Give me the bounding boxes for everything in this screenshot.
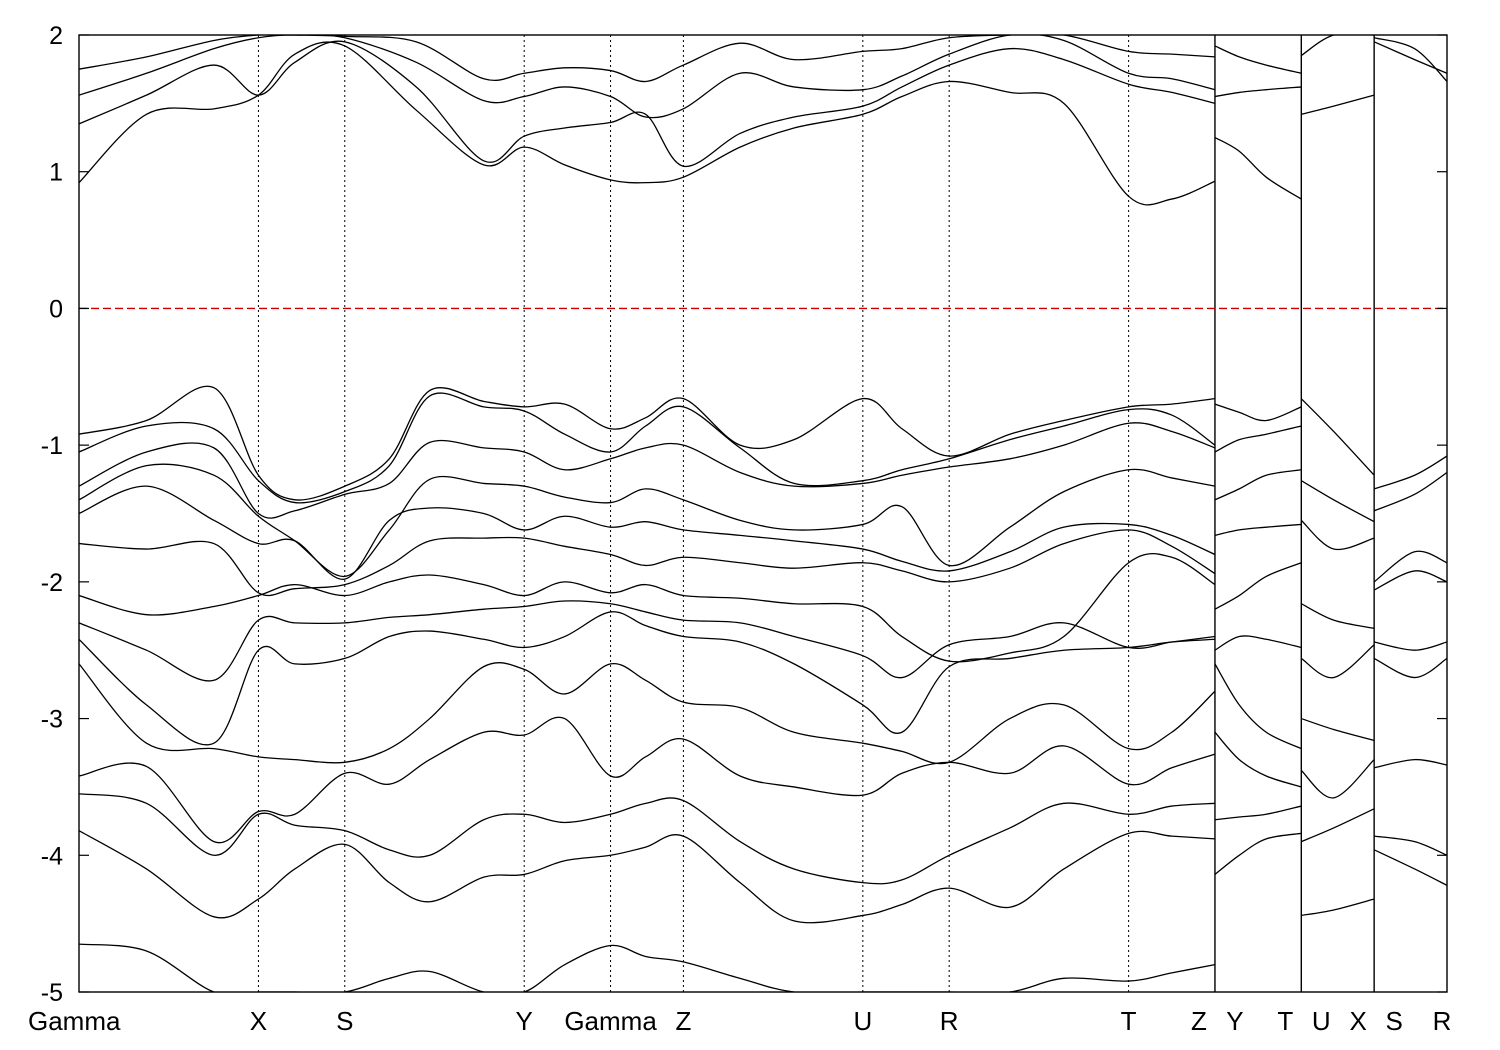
band-line-18 — [79, 600, 1216, 682]
band-line-9 — [1373, 37, 1447, 82]
y-tick-label: 2 — [49, 22, 63, 50]
band-line-50 — [1374, 758, 1447, 769]
band-line-16 — [79, 529, 1216, 597]
band-line-52 — [1373, 849, 1447, 886]
band-line-41 — [1300, 759, 1375, 799]
y-tick-label: -2 — [41, 569, 63, 597]
band-line-10 — [1373, 41, 1447, 74]
band-line-17 — [79, 553, 1216, 663]
kpoint-label: Y — [516, 1006, 533, 1036]
band-line-14 — [79, 463, 1216, 578]
kpoint-label: T — [1121, 1006, 1137, 1036]
band-line-43 — [1301, 898, 1375, 917]
band-line-39 — [1300, 644, 1375, 679]
band-line-23 — [79, 830, 1215, 924]
x-axis: Gamma X S Y Gamma Z U R T Z Y T U X S R — [28, 1006, 1451, 1036]
band-line-0 — [79, 41, 1216, 206]
kpoint-label: X — [250, 1006, 267, 1036]
kpoint-label: Y — [1226, 1006, 1243, 1036]
kpoint-label: R — [940, 1006, 959, 1036]
band-line-12 — [79, 392, 1216, 504]
kpath-lines — [257, 35, 1375, 992]
band-line-3 — [79, 35, 1215, 83]
band-line-38 — [1301, 603, 1375, 629]
kpoint-label: X — [1349, 1006, 1366, 1036]
kpoint-label: R — [1433, 1006, 1452, 1036]
band-line-1 — [79, 40, 1216, 167]
band-line-22 — [79, 793, 1215, 885]
kpoint-label: Z — [1191, 1006, 1207, 1036]
band-line-13 — [79, 422, 1216, 519]
band-line-34 — [1214, 832, 1302, 875]
kpoint-label: U — [853, 1006, 872, 1036]
kpoint-label: U — [1312, 1006, 1331, 1036]
kpoint-label: T — [1277, 1006, 1293, 1036]
band-line-42 — [1301, 808, 1375, 843]
kpoint-label: Gamma — [564, 1006, 657, 1036]
kpoint-label: Z — [675, 1006, 691, 1036]
band-line-26 — [1214, 425, 1302, 453]
kpoint-label: Gamma — [28, 1006, 121, 1036]
band-line-15 — [79, 485, 1216, 580]
band-line-45 — [1373, 471, 1447, 512]
y-tick-label: -4 — [41, 842, 63, 870]
band-line-49 — [1373, 657, 1447, 679]
y-tick-label: -5 — [41, 979, 63, 1007]
band-line-30 — [1214, 635, 1302, 651]
band-line-27 — [1214, 469, 1302, 501]
band-line-44 — [1373, 455, 1447, 490]
band-line-35 — [1300, 398, 1375, 476]
band-line-37 — [1300, 519, 1375, 551]
band-line-33 — [1214, 805, 1302, 821]
band-line-29 — [1214, 562, 1302, 610]
band-line-11 — [79, 385, 1216, 501]
band-line-2 — [79, 35, 1216, 119]
y-tick-label: 0 — [49, 295, 63, 323]
band-line-7 — [1301, 94, 1375, 115]
band-line-20 — [79, 662, 1216, 765]
band-line-51 — [1374, 835, 1447, 856]
band-line-31 — [1214, 663, 1302, 750]
band-line-21 — [79, 716, 1216, 844]
kpoint-label: S — [336, 1006, 353, 1036]
band-line-32 — [1214, 731, 1302, 788]
y-tick-label: 1 — [49, 159, 63, 187]
band-line-40 — [1301, 717, 1375, 742]
band-line-36 — [1300, 480, 1375, 523]
band-line-5 — [1214, 86, 1302, 98]
band-line-46 — [1373, 550, 1447, 583]
band-line-28 — [1214, 523, 1302, 537]
plot-frame — [78, 34, 1448, 993]
band-line-47 — [1373, 570, 1447, 591]
y-axis: 2 1 0 -1 -2 -3 -4 -5 — [41, 22, 1447, 1007]
y-tick-label: -1 — [41, 432, 63, 460]
y-tick-label: -3 — [41, 706, 63, 734]
band-line-48 — [1374, 641, 1447, 651]
band-line-25 — [1214, 403, 1302, 422]
band-line-19 — [79, 611, 1215, 746]
bands — [79, 35, 1447, 992]
band-line-24 — [79, 943, 1216, 992]
band-line-4 — [1214, 136, 1302, 200]
band-line-6 — [1214, 45, 1302, 74]
band-line-8 — [1300, 35, 1375, 57]
kpoint-label: S — [1385, 1006, 1402, 1036]
